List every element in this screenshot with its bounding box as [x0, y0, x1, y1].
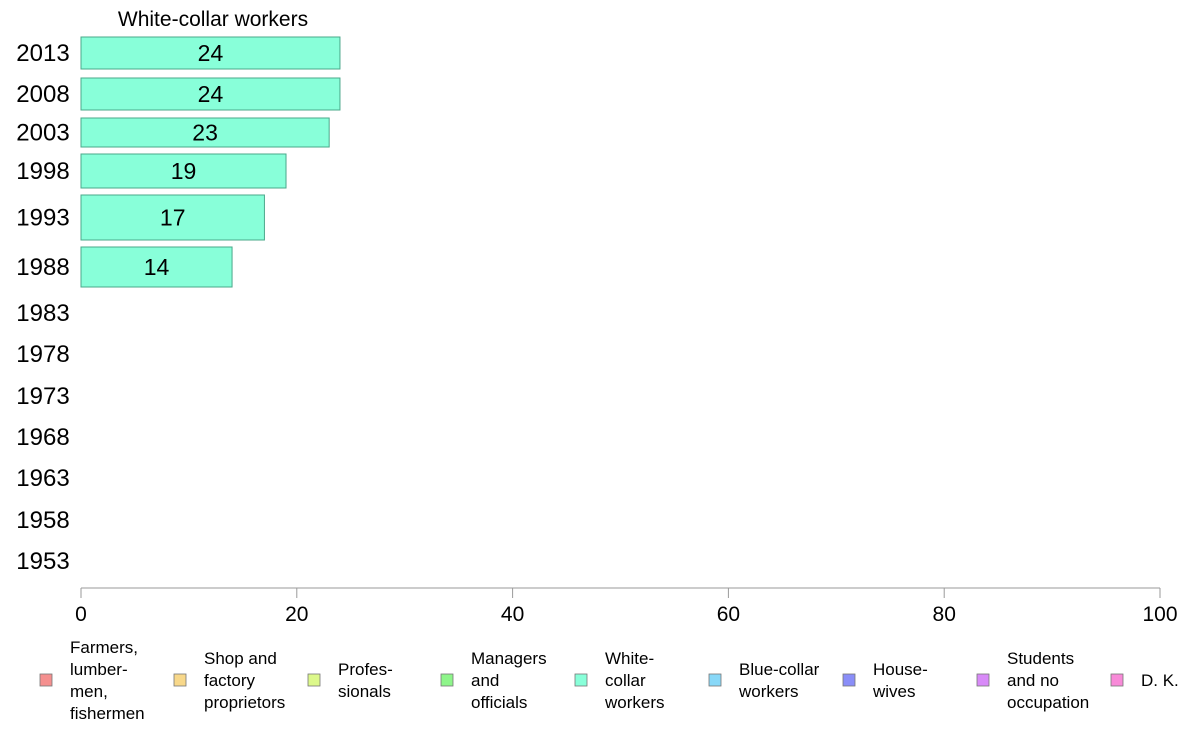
legend-label: Shop and factory proprietors: [204, 649, 285, 712]
bar: [80, 246, 233, 288]
legend-label: Profes-sionals: [338, 660, 393, 701]
x-tick-label: 60: [717, 603, 740, 626]
legend: Farmers, lumber-men, fishermen Shop and fact…: [39, 638, 1179, 723]
bar-value-label: 24: [198, 40, 224, 66]
bar-value-label: 24: [198, 81, 224, 107]
legend-swatch: [574, 673, 588, 687]
year-label: 1993: [16, 205, 69, 232]
legend-swatch: [1110, 673, 1124, 687]
legend-label: House-wives: [872, 660, 928, 701]
x-tick-label: 100: [1142, 603, 1177, 626]
year-label: 1953: [16, 548, 69, 575]
bar: [80, 36, 341, 70]
year-label: 2008: [16, 81, 69, 108]
bar-value-label: 17: [160, 205, 186, 231]
year-label: 1983: [16, 300, 69, 327]
year-label: 2003: [16, 120, 69, 147]
legend-swatch: [307, 673, 321, 687]
year-labels: 2013 2008 2003 1998 1993 1988 1983 1978 1973 1968…: [16, 40, 69, 575]
bars-group: 24 24 23 19 17 14: [80, 36, 341, 288]
legend-label: D. K.: [1141, 671, 1179, 690]
year-label: 1988: [16, 254, 69, 281]
x-tick-label: 0: [75, 603, 87, 626]
legend-label: White-collar workers: [604, 649, 665, 712]
legend-label: Managers and officials: [471, 649, 547, 712]
chart-title: White-collar workers: [118, 8, 308, 31]
legend-swatch: [842, 673, 856, 687]
year-label: 1968: [16, 424, 69, 451]
bar-value-label: 14: [144, 254, 170, 280]
bar: [80, 153, 287, 189]
bar: [80, 117, 330, 148]
bar: [80, 77, 341, 111]
x-tick-label: 40: [501, 603, 524, 626]
year-label: 1963: [16, 465, 69, 492]
legend-label: Students and no occupation: [1007, 649, 1089, 712]
x-tick-label: 20: [285, 603, 308, 626]
x-axis: 0 20 40 60 80 100: [75, 587, 1178, 626]
bar: [80, 194, 265, 241]
year-label: 1978: [16, 341, 69, 368]
year-label: 1998: [16, 158, 69, 185]
year-label: 2013: [16, 40, 69, 67]
legend-swatch: [440, 673, 454, 687]
legend-swatch: [173, 673, 187, 687]
legend-label: Blue-collar workers: [738, 660, 820, 701]
legend-swatch: [976, 673, 990, 687]
year-label: 1973: [16, 383, 69, 410]
bar-value-label: 23: [192, 120, 218, 146]
year-label: 1958: [16, 507, 69, 534]
legend-swatch: [39, 673, 53, 687]
x-tick-label: 80: [933, 603, 956, 626]
legend-label: Farmers, lumber-men, fishermen: [70, 638, 145, 723]
bar-value-label: 19: [171, 158, 197, 184]
legend-swatch: [708, 673, 722, 687]
